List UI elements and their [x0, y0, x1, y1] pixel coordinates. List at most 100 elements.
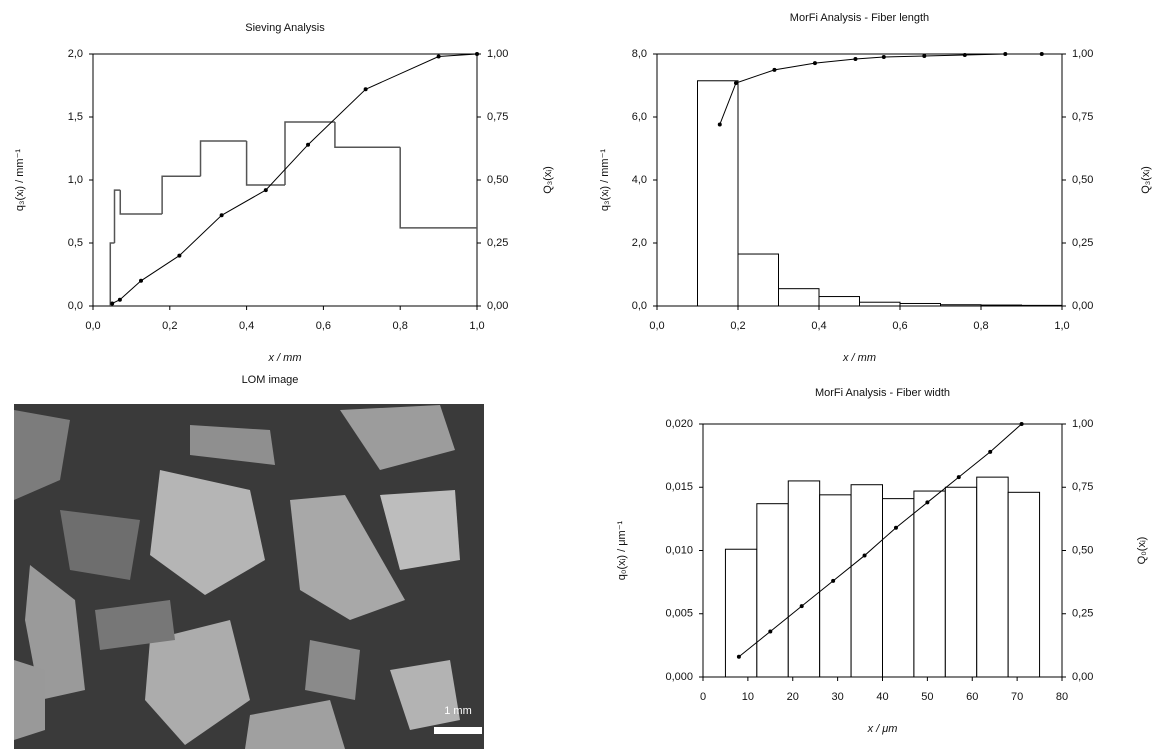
y-tick-label: 0,000 — [665, 671, 693, 683]
y-tick-label: 1,5 — [68, 111, 83, 123]
y-tick-label: 0,005 — [665, 608, 693, 620]
y2-tick-label: 0,25 — [1072, 237, 1093, 249]
cumulative-marker — [881, 55, 886, 60]
x-tick-label: 0,6 — [316, 320, 331, 332]
cumulative-marker — [853, 57, 858, 62]
cumulative-marker — [1039, 52, 1044, 56]
x-tick-label: 80 — [1056, 691, 1068, 703]
cumulative-marker — [1003, 52, 1008, 56]
histogram-bar — [819, 494, 852, 678]
y2-axis-label: Q₃(xᵢ) — [1140, 166, 1152, 194]
chart-title: MorFi Analysis - Fiber length — [790, 12, 929, 24]
x-tick-label: 1,0 — [469, 320, 484, 332]
y2-tick-label: 0,75 — [1072, 111, 1093, 123]
histogram-bar — [859, 301, 901, 307]
histogram-bar — [882, 498, 915, 678]
x-tick-label: 70 — [1011, 691, 1023, 703]
y-tick-label: 6,0 — [632, 111, 647, 123]
y-tick-label: 0,5 — [68, 237, 83, 249]
histogram-bar — [899, 302, 941, 307]
histogram-bar — [940, 304, 982, 307]
step-segment — [334, 122, 401, 148]
cumulative-marker — [922, 54, 927, 59]
cumulative-marker — [962, 53, 967, 58]
step-segment — [119, 190, 163, 215]
y2-tick-label: 0,25 — [1072, 608, 1093, 620]
histogram-bar — [913, 490, 946, 678]
cumulative-marker — [831, 578, 836, 583]
cumulative-marker — [862, 553, 867, 558]
cumulative-marker — [988, 449, 993, 454]
y2-tick-label: 0,50 — [1072, 174, 1093, 186]
y2-tick-label: 1,00 — [487, 48, 508, 60]
y2-tick-label: 0,75 — [487, 111, 508, 123]
y-axis-label: q₀(xᵢ) / μm⁻¹ — [616, 520, 628, 580]
x-tick-label: 0,8 — [393, 320, 408, 332]
image-title: LOM image — [242, 374, 299, 386]
cumulative-marker — [436, 54, 441, 59]
histogram-bar — [737, 253, 779, 307]
y-axis-label: q₃(xᵢ) / mm⁻¹ — [599, 149, 611, 211]
y-tick-label: 0,010 — [665, 544, 693, 556]
cumulative-marker — [733, 80, 738, 85]
histogram-bar — [1007, 491, 1041, 678]
y-tick-label: 0,015 — [665, 481, 693, 493]
cumulative-marker — [772, 67, 777, 72]
cumulative-line — [111, 53, 478, 304]
histogram-bar — [724, 548, 758, 678]
chart-title: Sieving Analysis — [245, 22, 325, 34]
cumulative-marker — [736, 654, 741, 659]
y2-tick-label: 0,50 — [1072, 544, 1093, 556]
scale-label: 1 mm — [444, 705, 472, 717]
y-tick-label: 4,0 — [632, 174, 647, 186]
histogram-bar — [818, 296, 860, 307]
step-segment — [161, 175, 201, 215]
y2-tick-label: 0,00 — [1072, 671, 1093, 683]
y-tick-label: 2,0 — [68, 48, 83, 60]
cumulative-marker — [717, 122, 722, 127]
cumulative-marker — [177, 253, 182, 258]
step-segment — [113, 189, 121, 243]
histogram-bar — [787, 480, 821, 678]
y-tick-label: 0,0 — [68, 300, 83, 312]
y2-tick-label: 0,00 — [1072, 300, 1093, 312]
x-tick-label: 20 — [787, 691, 799, 703]
histogram-bar — [850, 484, 884, 678]
x-axis-label: x / mm — [268, 352, 302, 364]
y-tick-label: 0,0 — [632, 300, 647, 312]
step-segment — [199, 140, 247, 177]
cumulative-marker — [110, 301, 115, 306]
cumulative-marker — [306, 142, 311, 147]
cumulative-marker — [139, 278, 143, 283]
step-segment — [399, 147, 477, 229]
chart-title: MorFi Analysis - Fiber width — [815, 387, 950, 399]
step-segment — [245, 140, 285, 186]
histogram-bar — [944, 486, 978, 678]
histogram-bar — [697, 80, 739, 307]
x-tick-label: 0,2 — [162, 320, 177, 332]
cumulative-line — [738, 423, 1022, 658]
x-axis-label: x / μm — [867, 723, 898, 735]
x-tick-label: 0,6 — [892, 320, 907, 332]
y2-tick-label: 0,00 — [487, 300, 508, 312]
y2-tick-label: 1,00 — [1072, 48, 1093, 60]
cumulative-marker — [117, 297, 122, 302]
histogram-bar — [976, 476, 1009, 678]
cumulative-marker — [925, 500, 930, 505]
cumulative-marker — [799, 604, 804, 609]
cumulative-marker — [768, 629, 773, 634]
cumulative-marker — [263, 188, 268, 193]
lom-image — [14, 404, 484, 749]
x-tick-label: 0,0 — [85, 320, 100, 332]
plot-frame — [92, 53, 478, 307]
x-tick-label: 50 — [921, 691, 933, 703]
x-tick-label: 0,2 — [730, 320, 745, 332]
x-tick-label: 0,4 — [811, 320, 826, 332]
cumulative-marker — [893, 525, 898, 530]
cumulative-marker — [219, 213, 224, 218]
histogram-bar — [980, 304, 1022, 307]
histogram-bar — [778, 288, 820, 307]
step-segment — [109, 242, 115, 306]
y2-tick-label: 0,50 — [487, 174, 508, 186]
